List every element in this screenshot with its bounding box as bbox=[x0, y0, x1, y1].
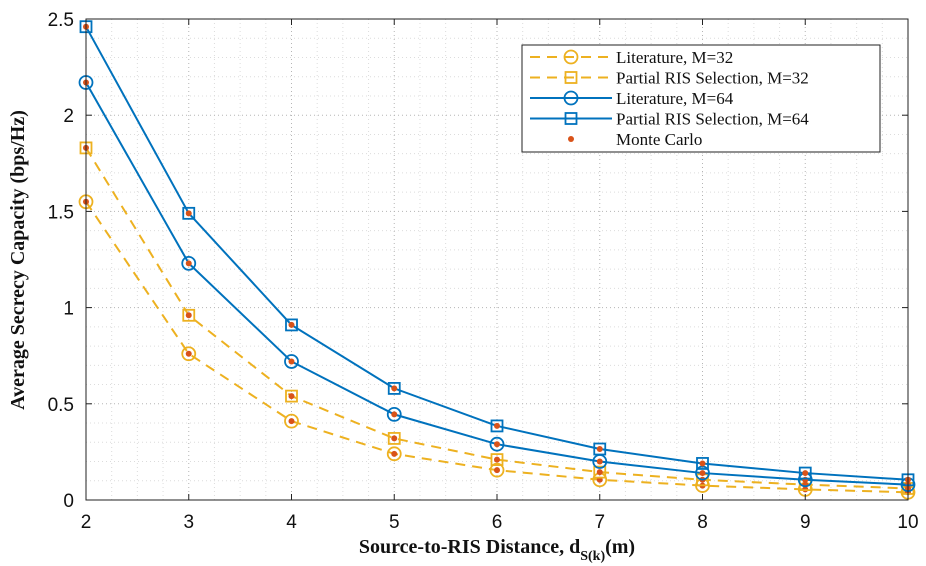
x-tick-label: 6 bbox=[492, 512, 503, 533]
legend-marker bbox=[564, 71, 578, 84]
data-point-marker bbox=[181, 346, 197, 362]
data-point-marker bbox=[182, 308, 196, 322]
x-tick-label: 2 bbox=[81, 512, 92, 533]
legend-item: Partial RIS Selection, M=64 bbox=[530, 110, 809, 129]
x-tick-label: 9 bbox=[800, 512, 811, 533]
y-tick-label: 0.5 bbox=[48, 395, 74, 416]
x-tick-label: 8 bbox=[697, 512, 708, 533]
data-point-marker bbox=[387, 432, 401, 445]
monte-carlo-point bbox=[391, 411, 398, 418]
x-tick-label: 7 bbox=[594, 512, 605, 533]
data-point-marker bbox=[593, 442, 607, 456]
legend-label: Partial RIS Selection, M=64 bbox=[616, 110, 809, 129]
data-point-marker bbox=[490, 419, 504, 433]
data-point-marker bbox=[489, 436, 505, 452]
legend-marker bbox=[568, 136, 574, 142]
series-3 bbox=[79, 20, 915, 487]
monte-carlo-point bbox=[288, 393, 295, 400]
monte-carlo-point bbox=[699, 460, 706, 467]
data-point-marker bbox=[593, 465, 607, 479]
data-point-marker bbox=[695, 465, 710, 481]
monte-carlo-point bbox=[185, 210, 192, 217]
monte-carlo-point bbox=[494, 456, 500, 463]
monte-carlo-point bbox=[185, 350, 192, 357]
data-point-marker bbox=[387, 382, 401, 395]
data-point-marker bbox=[284, 354, 299, 369]
legend: Literature, M=32 Partial RIS Selection, M… bbox=[521, 44, 881, 153]
monte-carlo-point bbox=[596, 446, 603, 453]
x-tick-label: 3 bbox=[183, 512, 194, 533]
monte-carlo-point bbox=[288, 321, 295, 328]
monte-carlo-point bbox=[288, 418, 295, 425]
y-tick-label: 1.5 bbox=[48, 202, 74, 223]
legend-label: Literature, M=32 bbox=[616, 48, 733, 67]
data-point-marker bbox=[284, 413, 299, 429]
x-axis-label: Source-to-RIS Distance, dS(k)(m) bbox=[359, 536, 635, 564]
legend-item: Partial RIS Selection, M=32 bbox=[530, 69, 809, 88]
legend-marker bbox=[564, 112, 578, 125]
x-tick-label: 5 bbox=[389, 512, 400, 533]
series-line bbox=[85, 147, 909, 490]
monte-carlo-point bbox=[494, 467, 500, 474]
x-tick-label: 4 bbox=[286, 512, 297, 533]
legend-label: Monte Carlo bbox=[616, 130, 702, 149]
monte-carlo-point bbox=[185, 312, 192, 319]
monte-carlo-point bbox=[288, 358, 295, 365]
y-tick-label: 1 bbox=[63, 299, 74, 320]
monte-carlo-point bbox=[391, 450, 398, 457]
data-point-marker bbox=[386, 446, 402, 462]
legend-item: Literature, M=64 bbox=[530, 89, 734, 108]
monte-carlo-point bbox=[596, 458, 603, 465]
legend-label: Partial RIS Selection, M=32 bbox=[616, 69, 809, 88]
data-point-marker bbox=[798, 466, 812, 480]
legend-item: Literature, M=32 bbox=[530, 48, 733, 67]
x-axis-ticks: 2 3 4 5 6 7 8 9 10 bbox=[81, 19, 919, 533]
data-point-marker bbox=[489, 462, 505, 478]
x-tick-label: 10 bbox=[897, 512, 918, 533]
y-axis-label: Average Secrecy Capacity (bps/Hz) bbox=[7, 110, 29, 410]
y-tick-label: 0 bbox=[63, 491, 74, 512]
y-tick-label: 2.5 bbox=[48, 10, 74, 31]
monte-carlo-point bbox=[391, 385, 398, 392]
monte-carlo-point bbox=[494, 441, 500, 448]
monte-carlo-point bbox=[802, 470, 809, 477]
data-point-marker bbox=[696, 457, 709, 470]
series-layer bbox=[78, 20, 916, 500]
data-point-marker bbox=[182, 206, 196, 220]
data-point-marker bbox=[386, 406, 402, 422]
monte-carlo-point bbox=[596, 469, 603, 476]
monte-carlo-point bbox=[494, 422, 500, 429]
legend-label: Literature, M=64 bbox=[616, 89, 734, 108]
data-point-marker bbox=[285, 318, 298, 332]
legend-marker bbox=[563, 49, 579, 65]
data-point-marker bbox=[181, 255, 197, 271]
data-point-marker bbox=[285, 389, 298, 403]
y-tick-label: 2 bbox=[63, 106, 74, 127]
legend-item: Monte Carlo bbox=[568, 130, 702, 149]
monte-carlo-point bbox=[185, 260, 192, 267]
legend-marker bbox=[563, 90, 579, 106]
y-axis-ticks: 0 0.5 1 1.5 2 2.5 bbox=[48, 10, 908, 512]
monte-carlo-point bbox=[391, 435, 398, 442]
monte-carlo-point bbox=[699, 470, 706, 477]
data-point-marker bbox=[490, 453, 504, 466]
